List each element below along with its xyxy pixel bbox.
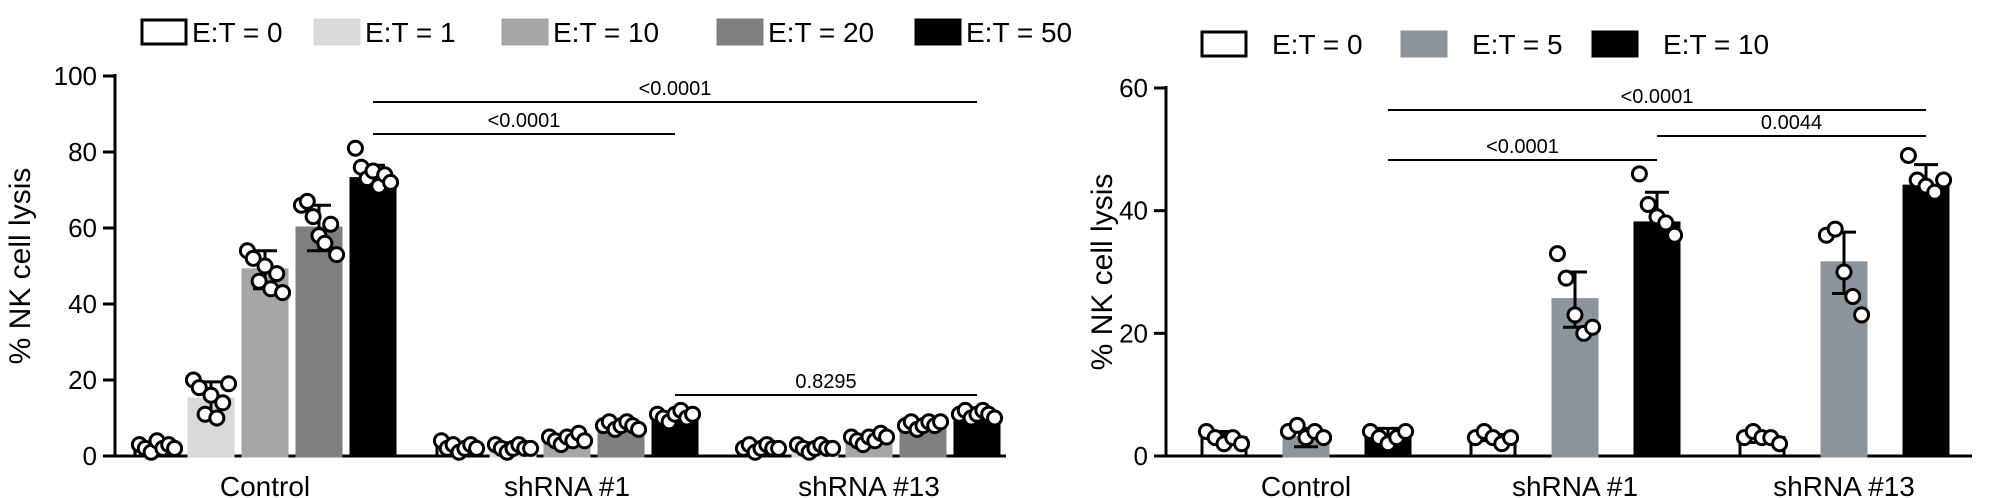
x-tick-label: shRNA #13 [1773,471,1915,498]
data-point [268,265,286,283]
data-point [298,192,316,210]
y-tick-label: 60 [1119,73,1148,103]
x-tick-label: Control [220,471,310,498]
data-point [322,215,340,233]
data-point [202,386,220,404]
legend-label: E:T = 5 [1472,29,1563,60]
data-point [1844,288,1862,306]
data-point [1935,171,1953,189]
data-point [770,439,788,457]
bar [1633,221,1681,458]
data-point [576,432,594,450]
x-tick-label: Control [1261,471,1351,498]
data-point [316,234,334,252]
y-tick-label: 20 [1119,318,1148,348]
legend-swatch [914,18,962,46]
data-point [1548,245,1566,263]
nk-lysis-chart-left: 0 20 40 60 80 100 % NK cell lysis Control shRNA … [4,17,1072,498]
legend-label: E:T = 20 [768,17,874,48]
data-point [1288,416,1306,434]
data-point [256,257,274,275]
legend-label: E:T = 0 [192,17,283,48]
data-point [684,405,702,423]
data-point [1639,196,1657,214]
data-point [304,208,322,226]
data-point [382,173,400,191]
data-point [220,375,238,393]
significance-label: <0.0001 [488,110,561,132]
bar [1902,184,1950,458]
data-point [1557,269,1575,287]
data-point [1584,318,1602,336]
y-tick-label: 20 [68,365,97,395]
data-point [522,439,540,457]
data-point [190,379,208,397]
data-point [250,272,268,290]
legend-swatch [1400,30,1448,58]
nk-lysis-chart-right: 0 20 40 60 % NK cell lysis Control shRNA #1 shR… [1090,29,1972,498]
data-point [346,139,364,157]
y-tick-label: 40 [1119,196,1148,226]
data-point [630,420,648,438]
y-tick-label: 80 [68,137,97,167]
y-tick-label: 60 [68,213,97,243]
data-point [1657,214,1675,232]
data-point [878,428,896,446]
data-point [1630,165,1648,183]
data-point [1397,422,1415,440]
data-point [1826,220,1844,238]
significance-label: <0.0001 [639,78,712,100]
data-point [208,409,226,427]
legend-swatch [140,18,188,46]
y-tick-label: 0 [1134,441,1148,471]
data-point [824,439,842,457]
data-point [1502,429,1520,447]
significance-label: <0.0001 [1621,86,1694,108]
x-tick-label: shRNA #1 [504,471,630,498]
bar [349,177,397,458]
data-point [1566,306,1584,324]
data-point [468,439,486,457]
legend-label: E:T = 10 [553,17,659,48]
data-point [986,409,1004,427]
legend-label: E:T = 0 [1272,29,1363,60]
data-point [214,394,232,412]
significance-label: <0.0001 [1486,136,1559,158]
y-axis-label: % NK cell lysis [4,168,37,365]
y-axis-label: % NK cell lysis [1090,174,1119,371]
legend-swatch [501,18,549,46]
data-point [166,439,184,457]
significance-label: 0.0044 [1761,112,1822,134]
data-point [1771,435,1789,453]
y-tick-label: 0 [83,441,97,471]
legend-swatch [313,18,361,46]
data-point [1899,146,1917,164]
data-point [1835,263,1853,281]
data-point [1666,226,1684,244]
legend-label: E:T = 1 [365,17,456,48]
bar [241,268,289,458]
y-tick-label: 40 [68,289,97,319]
legend-label: E:T = 50 [966,17,1072,48]
data-point [274,284,292,302]
data-point [932,413,950,431]
data-point [1853,306,1871,324]
legend-swatch [1591,30,1639,58]
bar [295,226,343,458]
data-point [1926,183,1944,201]
data-point [244,249,262,267]
legend-label: E:T = 10 [1663,29,1769,60]
x-tick-label: shRNA #1 [1512,471,1638,498]
data-point [1315,429,1333,447]
data-point [328,246,346,264]
significance-label: 0.8295 [795,371,856,393]
legend-swatch [1200,30,1248,58]
legend-swatch [716,18,764,46]
x-tick-label: shRNA #13 [798,471,940,498]
data-point [1233,435,1251,453]
y-tick-label: 100 [54,61,97,91]
